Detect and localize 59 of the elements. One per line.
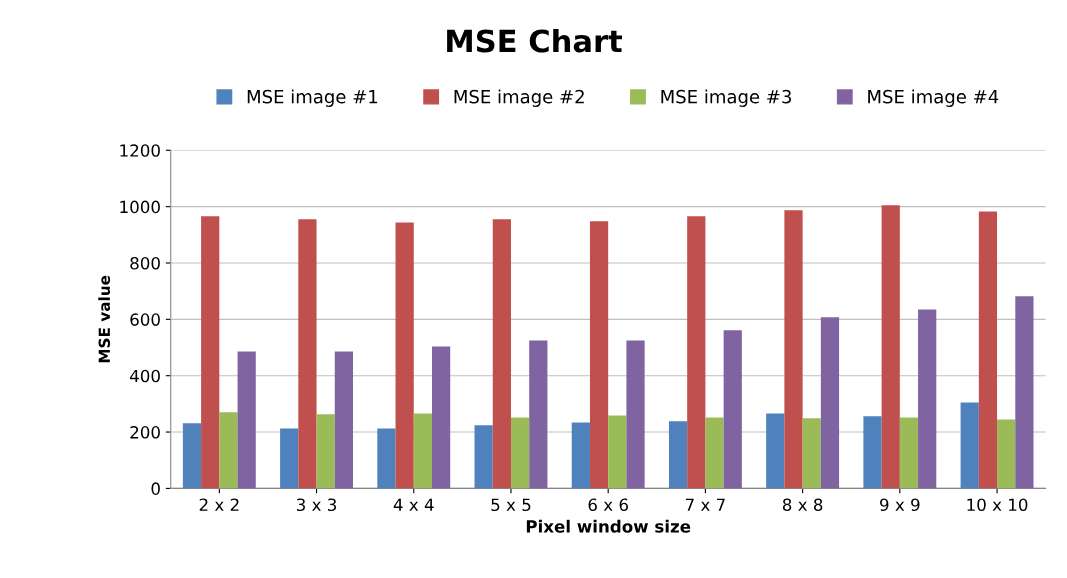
x-tick-label: 2 x 2 [199,498,239,511]
bar [863,416,882,489]
bar [182,423,202,489]
bar [334,351,353,489]
bar [784,210,803,489]
bar [978,211,998,489]
y-tick-label: 0 [151,482,160,495]
bar [316,414,335,489]
bar [571,422,590,489]
bar [668,421,688,489]
y-tick-label: 1000 [120,200,160,214]
bar [1015,296,1034,489]
x-tick-label: 9 x 9 [880,498,920,512]
y-axis-title: MSE value [98,275,111,363]
bar [431,346,451,489]
legend-label: MSE image #4 [868,89,999,107]
bar [820,317,840,489]
y-tick-label: 1200 [120,144,160,157]
bar [474,425,493,489]
bar [298,219,317,489]
bar [529,340,548,489]
x-axis-title: Pixel window size [526,519,691,533]
bar [802,418,821,489]
bar [237,351,256,489]
x-tick-label: 4 x 4 [393,498,434,511]
bar [687,216,706,489]
bar [413,413,432,489]
bar [377,428,396,489]
x-tick-label: 6 x 6 [588,498,628,512]
bar [626,340,645,489]
bar [960,402,979,489]
legend-label: MSE image #1 [247,89,378,107]
bar [510,417,530,489]
bar [723,330,742,489]
x-tick-label: 3 x 3 [296,498,337,512]
bar [766,413,785,489]
x-tick-label: 10 x 10 [967,498,1028,512]
bar [219,412,238,489]
legend-label: MSE image #3 [661,89,791,107]
bar [395,222,414,489]
legend-label: MSE image #2 [454,89,584,107]
bar [589,221,609,489]
y-tick-label: 200 [130,426,160,439]
chart-title: MSE Chart [447,28,622,53]
bar [705,417,724,489]
bar [997,419,1016,489]
bar [492,219,511,489]
x-tick-label: 8 x 8 [782,498,823,512]
y-tick-label: 400 [130,369,160,383]
bar [280,428,299,489]
y-tick-label: 800 [130,256,160,270]
y-tick-label: 600 [130,313,160,326]
bar [201,216,220,489]
x-tick-label: 7 x 7 [685,498,725,511]
bar [918,309,937,489]
x-tick-label: 5 x 5 [491,498,531,512]
bar [608,415,627,489]
bar [881,205,900,489]
bar [899,417,919,489]
